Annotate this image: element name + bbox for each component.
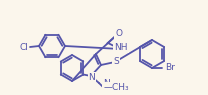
Text: N: N — [103, 78, 110, 87]
Text: —CH₃: —CH₃ — [104, 84, 130, 93]
Text: Br: Br — [165, 63, 175, 72]
Text: Cl: Cl — [19, 42, 28, 51]
Text: O: O — [115, 28, 123, 38]
Text: N: N — [89, 74, 95, 82]
Text: S: S — [113, 57, 119, 65]
Text: NH: NH — [114, 42, 128, 51]
